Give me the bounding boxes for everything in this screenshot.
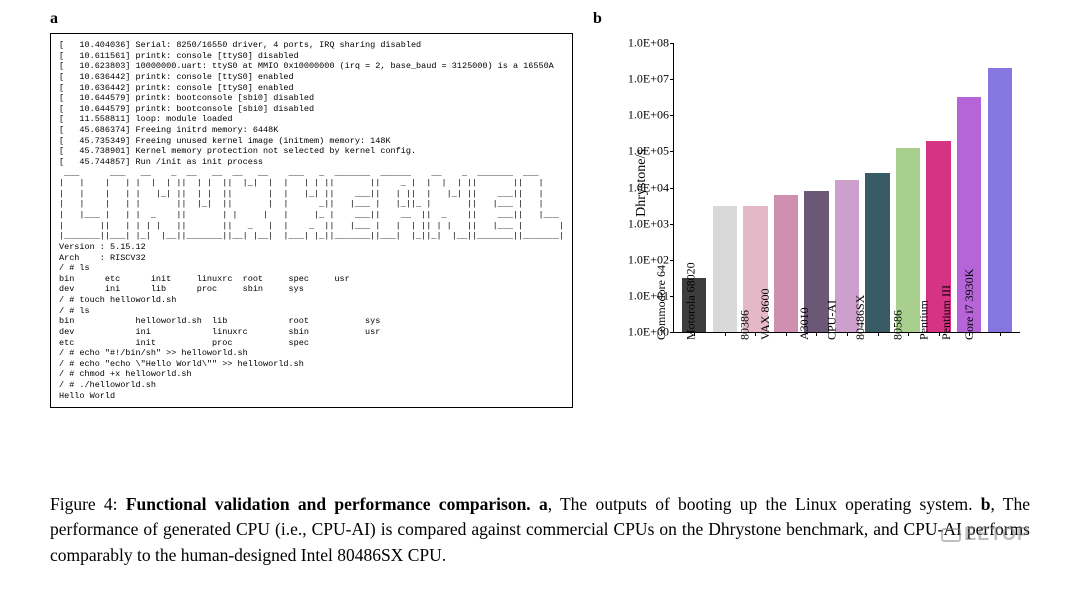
x-tick-mark — [878, 332, 879, 336]
y-tick-mark — [670, 115, 674, 116]
terminal-output: [ 10.404036] Serial: 8250/16550 driver, … — [50, 33, 573, 408]
y-tick-label: 1.0E+08 — [628, 36, 674, 51]
x-tick-mark — [1000, 332, 1001, 336]
y-tick-mark — [670, 151, 674, 152]
bar — [713, 206, 737, 332]
bars-container: Commodore 64Motorola 6802080386VAX 8600A… — [674, 43, 1020, 332]
y-tick-mark — [670, 296, 674, 297]
chart-area: Commodore 64Motorola 6802080386VAX 8600A… — [673, 43, 1020, 333]
y-tick-label: 1.0E+04 — [628, 180, 674, 195]
x-tick-label: Pentium — [916, 295, 931, 340]
x-tick-label: 80386 — [738, 305, 753, 340]
x-tick-label: VAX 8600 — [758, 284, 773, 340]
x-tick-label: Core i7 3930K — [962, 264, 977, 340]
caption-title: Functional validation and performance co… — [126, 494, 531, 514]
caption-a-text: , The outputs of booting up the Linux op… — [548, 494, 973, 514]
x-tick-mark — [755, 332, 756, 336]
panel-b: b Dhrystone/s Commodore 64Motorola 68020… — [593, 10, 1030, 408]
y-tick-mark — [670, 224, 674, 225]
y-tick-mark — [670, 260, 674, 261]
bar-wrapper: CPU-AI — [832, 43, 863, 332]
x-tick-label: 80586 — [891, 305, 906, 340]
panel-b-label: b — [593, 10, 1030, 28]
figure-container: a [ 10.404036] Serial: 8250/16550 driver… — [0, 0, 1080, 408]
figure-number: Figure 4: — [50, 494, 118, 514]
dhrystone-chart: Dhrystone/s Commodore 64Motorola 6802080… — [623, 33, 1030, 333]
watermark: EETOP — [941, 524, 1030, 545]
x-tick-label: Motorola 68020 — [683, 257, 698, 340]
y-tick-label: 1.0E+03 — [628, 216, 674, 231]
y-tick-label: 1.0E+07 — [628, 72, 674, 87]
bar-wrapper: Motorola 68020 — [710, 43, 741, 332]
x-tick-mark — [847, 332, 848, 336]
x-tick-mark — [725, 332, 726, 336]
x-tick-label: Pentium III — [939, 280, 954, 340]
y-tick-label: 1.0E+02 — [628, 252, 674, 267]
y-tick-mark — [670, 43, 674, 44]
x-tick-label: CPU-AI — [824, 295, 839, 340]
y-tick-mark — [670, 79, 674, 80]
bar-wrapper: Core i7 3930K — [984, 43, 1015, 332]
y-tick-label: 1.0E+06 — [628, 108, 674, 123]
x-tick-mark — [786, 332, 787, 336]
x-tick-label: 80486SX — [852, 290, 867, 340]
y-tick-label: 1.0E+00 — [628, 325, 674, 340]
bar-wrapper: 80586 — [893, 43, 924, 332]
caption-b-label: b — [981, 494, 991, 514]
bar-wrapper: VAX 8600 — [771, 43, 802, 332]
y-tick-label: 1.0E+05 — [628, 144, 674, 159]
bar — [774, 195, 798, 332]
bar-wrapper: A3010 — [801, 43, 832, 332]
y-tick-label: 1.0E+01 — [628, 288, 674, 303]
figure-caption: Figure 4: Functional validation and perf… — [0, 472, 1080, 568]
x-tick-mark — [908, 332, 909, 336]
watermark-icon — [941, 528, 961, 542]
x-tick-label: A3010 — [798, 302, 813, 340]
caption-a-label: a — [539, 494, 548, 514]
bar — [988, 68, 1012, 332]
panel-a-label: a — [50, 10, 573, 28]
bar — [865, 173, 889, 332]
watermark-text: EETOP — [964, 524, 1030, 544]
y-tick-mark — [670, 332, 674, 333]
panel-a: a [ 10.404036] Serial: 8250/16550 driver… — [50, 10, 573, 408]
bar-wrapper: 80486SX — [862, 43, 893, 332]
x-tick-mark — [816, 332, 817, 336]
y-tick-mark — [670, 188, 674, 189]
